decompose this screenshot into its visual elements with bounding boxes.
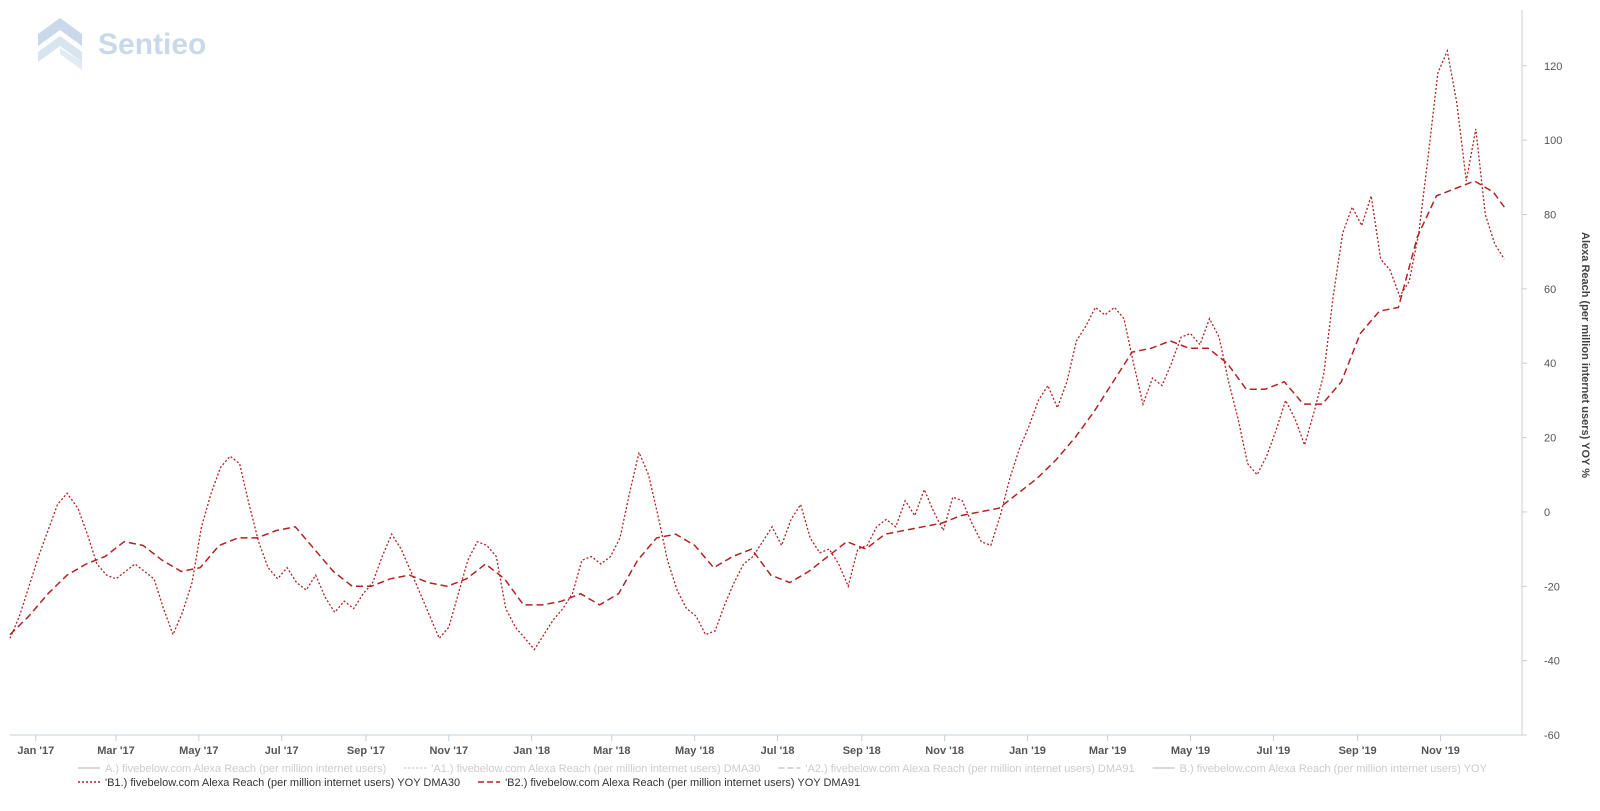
x-tick-label: Jan '17 xyxy=(17,745,54,757)
y-axis: -60 -40 -20 0 20 40 60 80 100 120 xyxy=(1521,10,1562,742)
legend-item[interactable]: 'B2.) fivebelow.com Alexa Reach (per mil… xyxy=(478,777,860,789)
x-tick-label: Mar '18 xyxy=(593,745,630,757)
y-tick-label: 80 xyxy=(1544,209,1556,221)
legend-label: 'B2.) fivebelow.com Alexa Reach (per mil… xyxy=(505,777,860,789)
legend-item[interactable]: B.) fivebelow.com Alexa Reach (per milli… xyxy=(1152,763,1488,775)
plot-area xyxy=(9,48,1505,651)
legend[interactable]: A.) fivebelow.com Alexa Reach (per milli… xyxy=(78,763,1488,789)
logo-icon xyxy=(38,18,82,70)
x-tick-label: May '18 xyxy=(675,745,714,757)
x-tick-label: Nov '18 xyxy=(925,745,964,757)
x-tick-label: May '19 xyxy=(1171,745,1210,757)
y-tick-label: 120 xyxy=(1544,61,1562,73)
legend-label: B.) fivebelow.com Alexa Reach (per milli… xyxy=(1180,763,1488,775)
x-tick-label: Sep '18 xyxy=(843,745,881,757)
y-tick-label: 60 xyxy=(1544,284,1556,296)
logo-text: Sentieo xyxy=(98,28,206,61)
x-tick-label: Mar '19 xyxy=(1089,745,1126,757)
y-tick-label: -60 xyxy=(1544,730,1560,742)
x-tick-label: Jul '19 xyxy=(1256,745,1290,757)
y-tick-label: -40 xyxy=(1544,656,1560,668)
y-tick-label: 0 xyxy=(1544,507,1550,519)
legend-label: 'B1.) fivebelow.com Alexa Reach (per mil… xyxy=(105,777,460,789)
x-tick-label: Jul '17 xyxy=(265,745,299,757)
y-tick-label: 100 xyxy=(1544,135,1562,147)
x-tick-label: Jan '18 xyxy=(513,745,550,757)
legend-item[interactable]: A.) fivebelow.com Alexa Reach (per milli… xyxy=(78,763,386,775)
y-tick-label: 40 xyxy=(1544,358,1556,370)
x-tick-label: Sep '19 xyxy=(1339,745,1377,757)
x-tick-label: May '17 xyxy=(179,745,218,757)
x-tick-label: Nov '19 xyxy=(1421,745,1460,757)
y-tick-label: 20 xyxy=(1544,433,1556,445)
legend-label: 'A2.) fivebelow.com Alexa Reach (per mil… xyxy=(805,763,1134,775)
y-tick-label: -20 xyxy=(1544,581,1560,593)
legend-label: 'A1.) fivebelow.com Alexa Reach (per mil… xyxy=(431,763,760,775)
x-axis: Jan '17 Mar '17 May '17 Jul '17 Sep '17 Nov '… xyxy=(10,734,1522,757)
x-tick-label: Jul '18 xyxy=(761,745,795,757)
legend-item[interactable]: 'A1.) fivebelow.com Alexa Reach (per mil… xyxy=(404,763,760,775)
x-tick-label: Jan '19 xyxy=(1009,745,1046,757)
x-tick-label: Sep '17 xyxy=(347,745,385,757)
legend-item[interactable]: 'A2.) fivebelow.com Alexa Reach (per mil… xyxy=(778,763,1135,775)
series-line-b1-dma30[interactable] xyxy=(9,48,1505,651)
series-line-b2-dma91[interactable] xyxy=(9,180,1505,636)
x-tick-label: Mar '17 xyxy=(97,745,134,757)
x-tick-label: Nov '17 xyxy=(429,745,468,757)
legend-label: A.) fivebelow.com Alexa Reach (per milli… xyxy=(105,763,386,775)
y-axis-title: Alexa Reach (per million internet users)… xyxy=(1579,232,1591,478)
legend-item[interactable]: 'B1.) fivebelow.com Alexa Reach (per mil… xyxy=(78,777,460,789)
sentieo-logo: Sentieo xyxy=(38,18,206,70)
